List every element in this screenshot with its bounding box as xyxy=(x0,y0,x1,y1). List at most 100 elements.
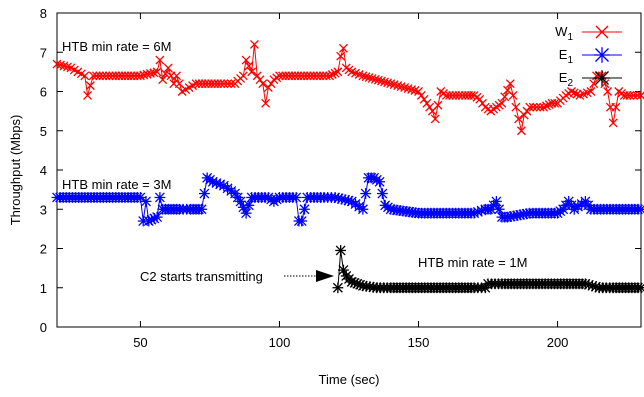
data-point xyxy=(441,90,451,100)
annotation-w1-rate: HTB min rate = 6M xyxy=(62,39,171,54)
data-point xyxy=(158,75,168,85)
legend-marker xyxy=(595,25,609,39)
axes: 0 1 2 3 4 5 6 7 8 50 100 150 200 Time (sec) Throughput… xyxy=(8,6,642,387)
data-point xyxy=(252,71,262,81)
data-point xyxy=(309,71,319,81)
data-point xyxy=(360,188,372,199)
data-point xyxy=(466,90,476,100)
data-point xyxy=(88,71,98,81)
data-point xyxy=(430,114,440,124)
series-e1 xyxy=(51,172,644,227)
legend-marker xyxy=(594,47,610,63)
data-point xyxy=(196,203,208,215)
y-tick-label: 1 xyxy=(40,281,47,296)
data-point xyxy=(140,196,152,207)
y-tick-label: 8 xyxy=(40,6,47,21)
data-point xyxy=(243,199,255,211)
data-point xyxy=(416,90,426,100)
data-point xyxy=(572,89,582,99)
annotation-e1-rate: HTB min rate = 3M xyxy=(62,177,171,192)
data-point xyxy=(454,90,464,100)
data-point xyxy=(238,71,248,81)
data-point xyxy=(315,71,325,81)
data-point xyxy=(525,102,535,112)
data-point xyxy=(155,55,165,65)
series-w1 xyxy=(52,39,644,136)
data-point xyxy=(330,68,340,78)
data-point xyxy=(611,102,621,112)
series-e2 xyxy=(332,245,644,294)
data-point xyxy=(625,90,635,100)
data-point xyxy=(198,188,210,199)
data-point xyxy=(383,78,393,88)
data-point xyxy=(433,100,443,110)
x-axis-label: Time (sec) xyxy=(319,372,380,387)
annotation-e2-rate: HTB min rate = 1M xyxy=(418,255,527,270)
legend-label: W1 xyxy=(555,24,573,43)
series-layer xyxy=(51,39,644,294)
data-point xyxy=(586,87,596,96)
data-point xyxy=(451,90,461,100)
legend-marker xyxy=(594,70,610,86)
data-point xyxy=(539,102,549,112)
legend-label: E1 xyxy=(559,47,574,66)
data-point xyxy=(163,63,173,73)
y-tick-label: 7 xyxy=(40,45,47,60)
data-point xyxy=(576,198,588,210)
annotations: HTB min rate = 6M HTB min rate = 3M HTB … xyxy=(62,39,527,284)
data-point xyxy=(422,98,432,108)
data-point xyxy=(145,68,155,78)
data-point xyxy=(135,71,145,81)
data-point xyxy=(142,69,152,79)
data-point xyxy=(374,176,385,188)
data-point xyxy=(219,79,229,89)
data-point xyxy=(457,90,467,100)
data-point xyxy=(95,71,105,81)
data-point xyxy=(296,215,308,227)
data-point xyxy=(635,203,644,215)
data-point xyxy=(608,118,618,128)
y-tick-label: 4 xyxy=(40,163,47,178)
data-point xyxy=(290,192,302,203)
data-point xyxy=(160,69,170,79)
legend-label: E2 xyxy=(559,70,574,89)
data-point xyxy=(532,102,542,112)
data-point xyxy=(101,71,111,81)
data-point xyxy=(629,90,639,100)
data-point xyxy=(490,196,502,207)
data-point xyxy=(91,71,101,81)
data-point xyxy=(247,67,257,77)
data-point xyxy=(475,94,485,104)
data-point xyxy=(223,79,233,89)
data-point xyxy=(448,90,458,100)
series-line-w1 xyxy=(56,44,641,131)
data-point xyxy=(312,71,322,81)
data-point xyxy=(376,188,388,199)
data-point xyxy=(327,70,337,79)
data-point xyxy=(302,71,312,81)
data-point xyxy=(216,79,226,89)
data-point xyxy=(83,90,93,100)
data-point xyxy=(151,211,163,223)
data-point xyxy=(514,114,524,124)
data-point xyxy=(249,39,259,49)
data-point xyxy=(299,71,309,81)
data-point xyxy=(516,126,526,136)
data-point xyxy=(603,87,613,96)
data-point xyxy=(419,94,429,104)
data-point xyxy=(306,71,315,81)
data-point xyxy=(500,92,510,102)
annotation-c2-start: C2 starts transmitting xyxy=(140,269,263,284)
data-point xyxy=(357,203,369,215)
data-point xyxy=(541,101,551,111)
data-point xyxy=(98,71,108,81)
x-tick-label: 200 xyxy=(547,335,569,350)
legend-item-w1: W1 xyxy=(555,24,622,43)
data-point xyxy=(497,98,507,108)
y-tick-label: 0 xyxy=(40,320,47,335)
data-point xyxy=(135,192,146,203)
data-point xyxy=(338,43,348,53)
data-point xyxy=(226,79,236,89)
data-point xyxy=(255,75,265,85)
